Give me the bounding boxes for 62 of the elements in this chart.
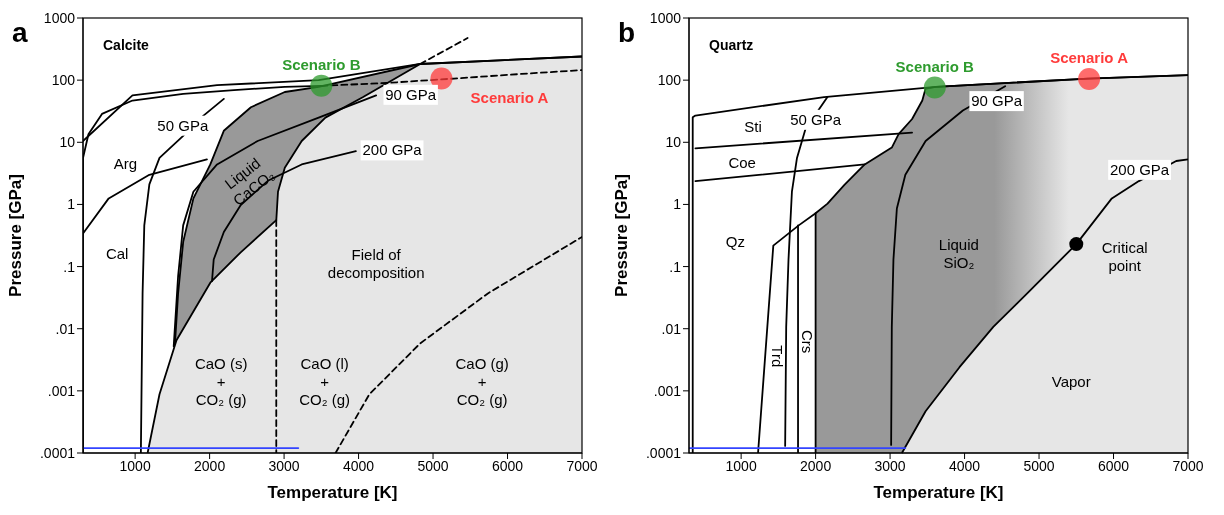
annotation: 200 GPa xyxy=(362,141,423,159)
x-tick-label: 5000 xyxy=(417,457,449,474)
annotation: CaO (l) + CO₂ (g) xyxy=(299,354,351,408)
y-tick-label: .01 xyxy=(55,320,76,337)
y-tick-label: .01 xyxy=(661,320,682,337)
annotation: Field of decomposition xyxy=(327,246,425,281)
y-tick-label: 10 xyxy=(59,134,76,151)
annotation: Arg xyxy=(113,155,137,173)
x-axis-title: Temperature [K] xyxy=(267,483,398,502)
y-tick-label: 1 xyxy=(67,196,76,213)
annotation: Qz xyxy=(725,232,745,250)
annotation: Trd xyxy=(768,345,786,368)
y-tick-label: 100 xyxy=(51,72,76,89)
y-tick-label: .1 xyxy=(63,258,76,275)
series-label: Scenario A xyxy=(1050,49,1129,67)
chart-title: b xyxy=(618,17,636,48)
x-tick-label: 4000 xyxy=(342,457,375,474)
x-tick-label: 2000 xyxy=(800,457,832,474)
series-label: Scenario B xyxy=(895,57,975,75)
chart-title: a xyxy=(12,17,28,48)
y-tick-label: 1000 xyxy=(43,9,76,26)
annotation: CaO (g) + CO₂ (g) xyxy=(455,354,509,408)
x-tick-label: 6000 xyxy=(491,457,524,474)
x-tick-label: 2000 xyxy=(194,457,226,474)
y-tick-label: 1 xyxy=(673,196,682,213)
x-tick-label: 5000 xyxy=(1023,457,1055,474)
text: Calcite xyxy=(103,37,150,53)
annotation: 50 GPa xyxy=(157,116,209,134)
annotation: Coe xyxy=(728,154,756,172)
series-label: Scenario A xyxy=(470,88,549,106)
x-tick-label: 1000 xyxy=(725,457,757,474)
y-tick-label: .0001 xyxy=(39,444,76,461)
y-tick-label: .1 xyxy=(669,258,682,275)
y-axis-title: Pressure [GPa] xyxy=(6,174,26,297)
annotation: Vapor xyxy=(1051,372,1091,390)
y-tick-label: .001 xyxy=(47,382,76,399)
text: Quartz xyxy=(709,37,754,53)
annotation: 50 GPa xyxy=(790,110,842,128)
y-tick-label: 100 xyxy=(657,72,682,89)
y-tick-label: 10 xyxy=(665,134,682,151)
annotation: Critical point xyxy=(1101,239,1148,275)
y-tick-label: .001 xyxy=(653,382,682,399)
y-tick-label: .0001 xyxy=(645,444,682,461)
x-tick-label: 7000 xyxy=(1172,457,1204,474)
y-axis-title: Pressure [GPa] xyxy=(612,174,632,297)
x-tick-label: 3000 xyxy=(268,457,300,474)
annotation: Sti xyxy=(744,118,762,136)
x-tick-label: 3000 xyxy=(874,457,906,474)
annotation: CaO (s) + CO₂ (g) xyxy=(194,354,248,408)
x-tick-label: 6000 xyxy=(1097,457,1130,474)
annotation: Liquid SiO₂ xyxy=(938,235,979,271)
y-tick-label: 1000 xyxy=(649,9,682,26)
x-tick-label: 4000 xyxy=(948,457,981,474)
x-tick-label: 7000 xyxy=(566,457,598,474)
annotation: 200 GPa xyxy=(1109,160,1170,178)
annotation: Cal xyxy=(105,244,129,262)
annotation: Crs xyxy=(798,329,816,354)
annotation: 90 GPa xyxy=(385,85,437,103)
x-tick-label: 1000 xyxy=(119,457,151,474)
annotation: 90 GPa xyxy=(971,92,1023,110)
series-label: Scenario B xyxy=(282,55,361,73)
x-axis-title: Temperature [K] xyxy=(873,483,1004,502)
